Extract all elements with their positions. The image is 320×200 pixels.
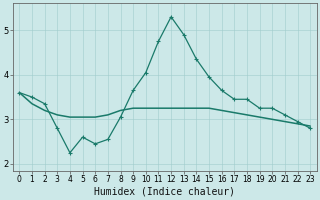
X-axis label: Humidex (Indice chaleur): Humidex (Indice chaleur) [94,187,235,197]
